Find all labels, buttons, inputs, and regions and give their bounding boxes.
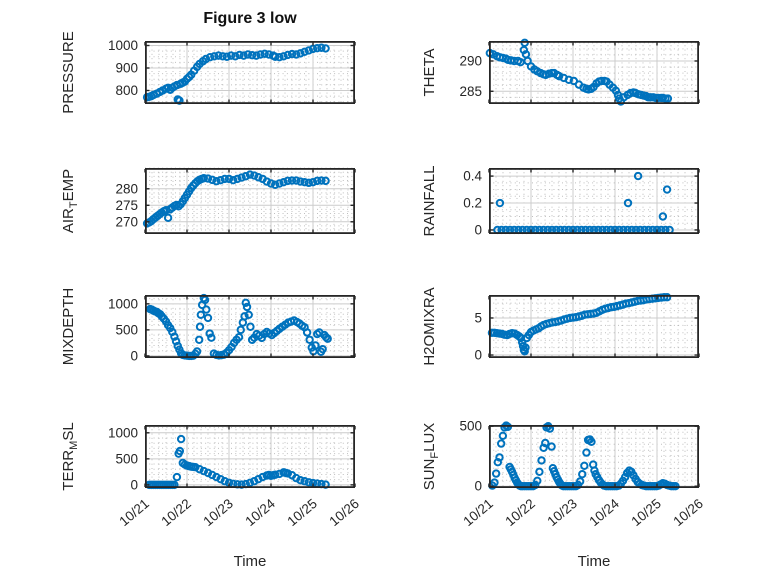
svg-text:10/26: 10/26 — [670, 496, 706, 529]
x-axis-title-left: Time — [233, 553, 267, 570]
svg-text:290: 290 — [459, 53, 482, 68]
tick-marks — [144, 169, 356, 233]
y-axis-label: PRESSURE — [60, 31, 77, 114]
x-tick-labels: 10/21 10/22 10/23 10/24 10/25 10/26 — [116, 496, 362, 530]
svg-text:1000: 1000 — [108, 425, 138, 440]
svg-text:800: 800 — [115, 83, 138, 98]
data-points — [145, 293, 332, 361]
y-tick-labels: 05 — [474, 310, 482, 362]
svg-text:10/25: 10/25 — [628, 496, 664, 529]
axes-border — [144, 294, 355, 359]
y-tick-labels: 0 500 — [459, 419, 482, 494]
axes-border — [144, 40, 355, 105]
svg-text:10/23: 10/23 — [200, 496, 236, 529]
tick-marks — [488, 42, 700, 103]
svg-text:275: 275 — [115, 198, 138, 213]
svg-text:10/26: 10/26 — [326, 496, 362, 529]
tick-marks — [144, 296, 356, 357]
subplot-airtemp: 270 275 280 AIRTEMP — [60, 167, 356, 234]
svg-text:10/22: 10/22 — [502, 496, 538, 529]
figure-title: Figure 3 low — [203, 10, 297, 27]
svg-text:0.4: 0.4 — [463, 169, 482, 184]
tick-marks — [488, 296, 700, 357]
y-tick-labels: 800 900 1000 — [108, 38, 138, 98]
svg-text:0.2: 0.2 — [463, 196, 482, 211]
y-tick-labels: 0 500 1000 — [108, 296, 138, 363]
svg-text:0: 0 — [130, 348, 138, 363]
svg-text:0: 0 — [474, 222, 482, 237]
svg-text:0: 0 — [130, 477, 138, 492]
subplot-theta: 285 290 THETA — [421, 38, 700, 106]
axes-border — [488, 167, 699, 234]
svg-text:10/24: 10/24 — [586, 496, 622, 530]
minor-grid — [489, 41, 699, 104]
svg-text:5: 5 — [474, 310, 482, 325]
svg-text:10/25: 10/25 — [284, 496, 320, 529]
data-points — [142, 170, 330, 228]
svg-text:900: 900 — [115, 61, 138, 76]
axes-border — [144, 424, 355, 489]
tick-marks — [144, 42, 356, 103]
y-axis-label: H2OMIXRA — [421, 287, 438, 365]
svg-text:0: 0 — [474, 479, 482, 494]
axes-border — [144, 167, 355, 234]
svg-text:10/23: 10/23 — [544, 496, 580, 529]
y-tick-labels: 285 290 — [459, 53, 482, 98]
minor-grid — [489, 168, 699, 234]
svg-text:1000: 1000 — [108, 38, 138, 53]
svg-text:500: 500 — [115, 451, 138, 466]
y-tick-labels: 0 500 1000 — [108, 425, 138, 492]
data-points — [144, 434, 330, 490]
subplot-mixdepth: 0 500 1000 MIXDEPTH — [60, 288, 356, 365]
axes-border — [488, 424, 699, 489]
major-grid — [145, 41, 355, 104]
x-tick-labels: 10/21 10/22 10/23 10/24 10/25 10/26 — [460, 496, 706, 530]
svg-text:285: 285 — [459, 84, 482, 99]
y-axis-label: AIRTEMP — [60, 169, 80, 233]
data-points — [487, 293, 672, 356]
svg-text:10/22: 10/22 — [158, 496, 194, 529]
y-tick-labels: 0 0.2 0.4 — [463, 169, 482, 238]
tick-marks — [144, 426, 356, 487]
y-axis-label: TERRMSL — [60, 422, 80, 490]
subplot-sunflux: 0 500 SUNFLUX 10/21 10/22 10/23 10/24 10/25 10/2… — [421, 419, 706, 529]
y-axis-label: SUNFLUX — [421, 423, 441, 491]
svg-text:500: 500 — [459, 419, 482, 434]
svg-text:280: 280 — [115, 181, 138, 196]
y-axis-label: THETA — [421, 48, 438, 96]
svg-text:10/24: 10/24 — [242, 496, 278, 530]
subplot-terrmsl: 0 500 1000 TERRMSL 10/21 10/22 10/23 10/24 10/25… — [60, 422, 362, 529]
svg-text:10/21: 10/21 — [460, 496, 496, 529]
data-points — [142, 43, 330, 105]
tick-marks — [488, 425, 700, 487]
axes-border — [488, 40, 699, 105]
svg-text:500: 500 — [115, 322, 138, 337]
svg-text:0: 0 — [474, 348, 482, 363]
svg-text:270: 270 — [115, 214, 138, 229]
svg-text:1000: 1000 — [108, 296, 138, 311]
y-axis-label: RAINFALL — [421, 166, 438, 237]
x-axis-title-right: Time — [577, 553, 611, 570]
y-axis-label: MIXDEPTH — [60, 288, 77, 366]
data-points — [488, 421, 680, 491]
data-points — [485, 38, 673, 106]
subplot-h2omixra: 0 5 H2OMIXRA — [421, 287, 700, 366]
subplot-pressure: 800 900 1000 PRESSURE — [60, 31, 356, 114]
axes-border — [488, 294, 699, 359]
tick-marks — [488, 169, 700, 233]
svg-text:10/21: 10/21 — [116, 496, 152, 529]
subplot-rainfall: 0 0.2 0.4 RAINFALL — [421, 166, 700, 237]
